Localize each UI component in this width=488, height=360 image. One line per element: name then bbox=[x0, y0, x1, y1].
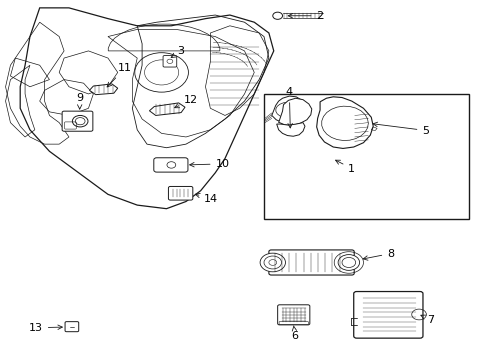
Text: 13: 13 bbox=[29, 323, 62, 333]
Circle shape bbox=[260, 253, 285, 272]
Polygon shape bbox=[316, 97, 372, 148]
FancyBboxPatch shape bbox=[154, 158, 187, 172]
Circle shape bbox=[72, 116, 88, 127]
FancyBboxPatch shape bbox=[268, 250, 353, 275]
Text: 4: 4 bbox=[285, 87, 292, 128]
Text: 8: 8 bbox=[363, 248, 393, 260]
Polygon shape bbox=[275, 102, 301, 118]
Polygon shape bbox=[276, 123, 305, 136]
Text: 7: 7 bbox=[420, 315, 433, 325]
Text: 11: 11 bbox=[107, 63, 132, 87]
FancyBboxPatch shape bbox=[65, 321, 79, 332]
Polygon shape bbox=[89, 84, 118, 95]
FancyBboxPatch shape bbox=[163, 55, 176, 67]
FancyBboxPatch shape bbox=[277, 305, 309, 325]
Circle shape bbox=[337, 255, 359, 270]
Circle shape bbox=[272, 12, 282, 19]
FancyBboxPatch shape bbox=[62, 111, 93, 131]
Polygon shape bbox=[271, 96, 306, 123]
Text: 10: 10 bbox=[189, 159, 229, 169]
Text: 12: 12 bbox=[174, 95, 198, 108]
Text: 9: 9 bbox=[76, 93, 83, 109]
Text: 6: 6 bbox=[291, 326, 298, 341]
Polygon shape bbox=[278, 98, 311, 126]
Polygon shape bbox=[149, 103, 184, 116]
Text: 2: 2 bbox=[287, 11, 323, 21]
Text: 5: 5 bbox=[372, 122, 428, 135]
FancyBboxPatch shape bbox=[353, 292, 422, 338]
Text: 3: 3 bbox=[171, 46, 184, 58]
Circle shape bbox=[166, 162, 175, 168]
Text: 1: 1 bbox=[335, 160, 355, 174]
Text: 14: 14 bbox=[195, 193, 218, 204]
Bar bbox=[264, 94, 468, 220]
FancyBboxPatch shape bbox=[168, 186, 192, 200]
